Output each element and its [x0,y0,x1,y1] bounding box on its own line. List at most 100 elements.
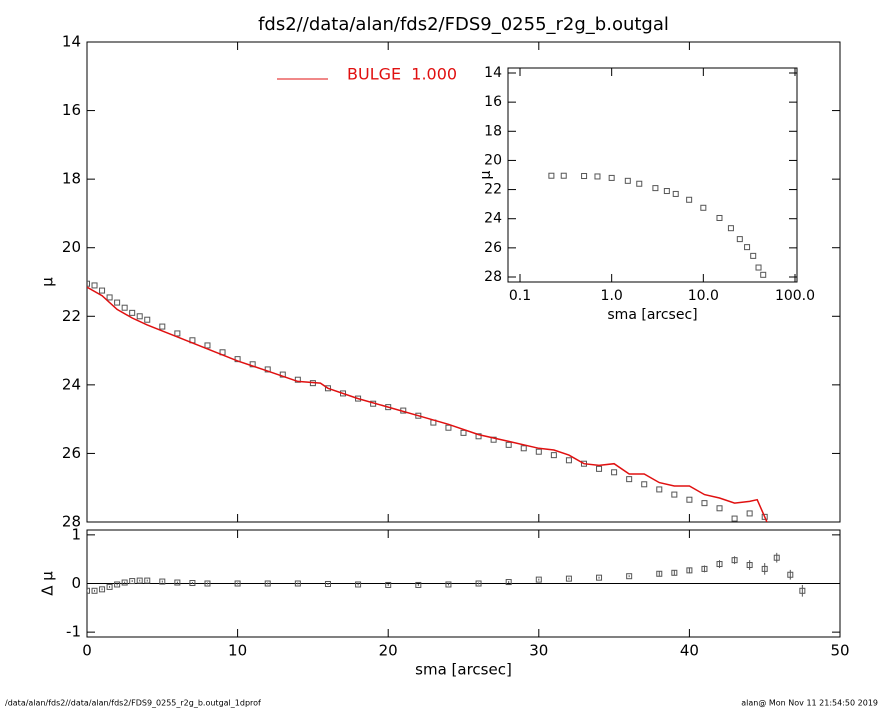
data-point [234,580,241,587]
y-tick-label: 22 [484,182,502,198]
x-tick-label: 0.1 [509,288,531,304]
data-point [121,304,128,311]
y-tick-label: 28 [484,269,502,285]
y-tick-label: 20 [62,238,81,256]
data-point [114,581,121,588]
data-point [731,557,738,564]
data-point [490,436,497,443]
data-point [136,313,143,320]
data-point [159,578,166,585]
data-point [716,505,723,512]
data-point [355,581,362,588]
plot-area [87,280,768,522]
data-point [144,577,151,584]
data-point [761,565,768,572]
footer-right: alan@ Mon Nov 11 21:54:50 2019 [741,699,878,708]
data-point [611,469,618,476]
data-point [624,177,631,184]
plot-frame [507,67,798,283]
data-point [129,578,136,585]
data-point [750,252,757,259]
x-tick-label: 20 [379,642,398,660]
y-tick-label: 16 [484,94,502,110]
data-point [91,587,98,594]
data-point [99,287,106,294]
data-point [159,323,166,330]
data-point [204,342,211,349]
data-point [727,225,734,232]
data-point [596,465,603,472]
x-tick-label: 100.0 [775,288,815,304]
y-tick-label: 28 [62,513,81,531]
data-point [91,282,98,289]
data-point [736,236,743,243]
data-point [760,271,767,278]
data-point [608,174,615,181]
y-tick-label: 1 [71,525,81,543]
y-tick-label: 18 [484,123,502,139]
data-point [121,579,128,586]
y-tick-label: 26 [62,444,81,462]
data-point [475,433,482,440]
data-point [799,587,806,594]
data-point [129,309,136,316]
data-point [565,457,572,464]
legend-label: BULGE 1.000 [347,65,457,84]
x-tick-label: 1.0 [601,288,623,304]
y-tick-label: 24 [62,375,81,393]
x-axis-label: sma [arcsec] [415,661,512,679]
data-point [505,441,512,448]
data-point [731,515,738,522]
x-tick-label: 30 [529,642,548,660]
data-point [686,196,693,203]
data-point [652,185,659,192]
x-tick-label: 10.0 [688,288,719,304]
footer-left: /data/alan/fds2//data/alan/fds2/FDS9_025… [5,699,261,708]
y-tick-label: 18 [62,170,81,188]
y-tick-label: -1 [66,623,81,641]
data-point [99,586,106,593]
chart-title: fds2//data/alan/fds2/FDS9_0255_r2g_b.out… [258,14,669,35]
data-point [535,448,542,455]
data-point [189,580,196,587]
y-axis-label: Δ μ [39,571,57,596]
y-tick-label: 24 [484,211,502,227]
data-point [716,561,723,568]
y-tick-label: 26 [484,240,502,256]
data-point [641,481,648,488]
data-point [626,573,633,580]
data-point [596,574,603,581]
data-point [761,513,768,520]
x-tick-label: 10 [228,642,247,660]
data-point [174,330,181,337]
data-point [106,583,113,590]
data-point [663,188,670,195]
data-point [636,180,643,187]
x-axis-label: sma [arcsec] [607,307,697,323]
data-point [87,280,90,287]
data-point [445,424,452,431]
data-point [279,371,286,378]
plot-area [87,552,806,597]
data-point [626,476,633,483]
data-point [671,491,678,498]
data-point [520,445,527,452]
y-axis-label: μ [478,170,494,179]
data-point [174,579,181,586]
data-point [565,575,572,582]
data-point [672,190,679,197]
data-point [550,452,557,459]
x-tick-label: 50 [830,642,849,660]
data-point [701,565,708,572]
data-point [144,316,151,323]
data-point [264,366,271,373]
data-point [475,580,482,587]
data-point [656,570,663,577]
data-point [701,500,708,507]
x-tick-label: 0 [82,642,92,660]
y-tick-label: 14 [484,65,502,81]
data-point [686,496,693,503]
data-point [114,299,121,306]
data-point [415,581,422,588]
